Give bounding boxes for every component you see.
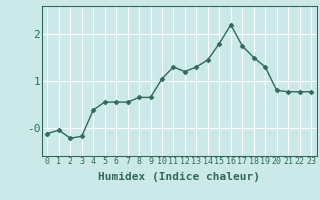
X-axis label: Humidex (Indice chaleur): Humidex (Indice chaleur) [98,172,260,182]
